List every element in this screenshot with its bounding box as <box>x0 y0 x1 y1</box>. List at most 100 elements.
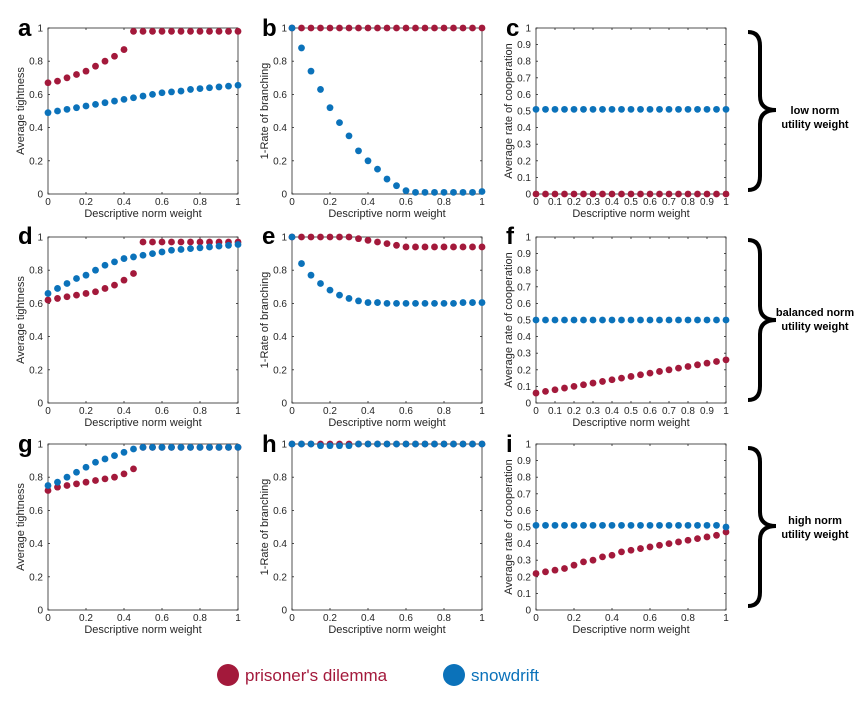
y-tick-label: 0 <box>37 190 43 201</box>
data-point-pd <box>412 24 419 32</box>
x-tick-label: 0.1 <box>548 406 562 417</box>
data-point-pd <box>646 369 654 377</box>
data-point-pd <box>44 487 52 494</box>
series-sd-d <box>44 241 242 297</box>
data-point-sd <box>196 85 204 92</box>
data-point-pd <box>326 233 334 241</box>
data-point-pd <box>82 67 90 75</box>
data-point-sd <box>393 182 400 190</box>
data-point-sd <box>298 44 305 52</box>
data-point-pd <box>637 190 644 198</box>
x-tick-label: 0 <box>533 613 539 624</box>
x-axis-label-g: Descriptive norm weight <box>84 624 201 636</box>
data-point-sd <box>317 442 324 450</box>
data-point-sd <box>120 448 128 456</box>
data-point-sd <box>345 295 353 302</box>
x-tick-label: 0.8 <box>193 406 207 417</box>
data-point-sd <box>54 478 61 486</box>
data-point-pd <box>307 233 315 241</box>
data-point-pd <box>694 361 701 369</box>
data-point-sd <box>599 105 606 113</box>
data-point-sd <box>82 102 90 110</box>
y-tick-label: 0.4 <box>273 539 287 550</box>
x-tick-label: 0.4 <box>117 406 131 417</box>
data-point-pd <box>551 566 559 574</box>
series-pd-c <box>532 190 730 198</box>
data-point-pd <box>54 295 61 302</box>
data-point-pd <box>111 281 118 289</box>
data-point-pd <box>63 74 71 82</box>
data-point-sd <box>551 105 559 113</box>
data-point-pd <box>580 558 587 566</box>
data-point-sd <box>225 443 232 451</box>
data-point-sd <box>326 286 334 294</box>
x-tick-label: 0.9 <box>700 197 714 208</box>
data-point-sd <box>402 440 410 448</box>
data-point-pd <box>374 24 381 32</box>
data-point-pd <box>561 565 568 572</box>
series-pd-b <box>288 24 486 32</box>
data-point-pd <box>234 27 242 35</box>
data-point-sd <box>168 88 175 96</box>
data-point-sd <box>580 105 587 113</box>
y-tick-label: 0.4 <box>273 332 287 343</box>
data-point-pd <box>345 233 353 241</box>
data-point-sd <box>608 316 616 324</box>
x-tick-label: 0.7 <box>662 406 676 417</box>
x-tick-label: 0.2 <box>567 613 581 624</box>
y-tick-label: 0.8 <box>29 266 43 277</box>
x-tick-label: 0.2 <box>323 406 337 417</box>
data-point-sd <box>139 443 147 451</box>
data-point-pd <box>111 473 118 481</box>
data-point-pd <box>92 477 99 484</box>
y-tick-label: 0.2 <box>273 572 287 583</box>
data-point-sd <box>288 233 296 241</box>
data-point-pd <box>139 238 147 246</box>
data-point-pd <box>722 528 730 536</box>
data-point-pd <box>478 243 486 251</box>
data-point-pd <box>111 52 118 60</box>
legend-label-pd: prisoner's dilemma <box>245 666 388 685</box>
data-point-pd <box>431 24 438 32</box>
data-point-pd <box>92 288 99 296</box>
data-point-sd <box>589 521 597 529</box>
data-point-sd <box>307 440 315 448</box>
x-tick-label: 0.8 <box>193 613 207 624</box>
data-point-pd <box>703 533 711 541</box>
row-label-3-line1: high norm <box>788 515 842 527</box>
data-point-sd <box>101 261 109 269</box>
data-point-pd <box>532 190 540 198</box>
x-tick-label: 0.2 <box>79 613 93 624</box>
legend-marker-pd <box>217 664 239 686</box>
data-point-sd <box>551 521 559 529</box>
data-point-pd <box>656 368 663 375</box>
data-point-sd <box>713 521 720 529</box>
data-point-sd <box>317 86 324 93</box>
data-point-sd <box>187 245 194 253</box>
axes-box-d <box>47 236 239 404</box>
y-tick-label: 0.6 <box>273 90 287 101</box>
data-point-pd <box>120 276 128 284</box>
x-tick-label: 0.8 <box>437 406 451 417</box>
y-tick-label: 0.2 <box>273 156 287 167</box>
data-point-sd <box>703 316 711 324</box>
x-tick-label: 0.8 <box>681 613 695 624</box>
data-point-pd <box>684 363 692 370</box>
data-point-sd <box>139 92 147 100</box>
data-point-sd <box>694 521 701 529</box>
data-point-sd <box>326 442 334 450</box>
x-tick-label: 0.5 <box>624 406 638 417</box>
data-point-pd <box>120 46 128 53</box>
data-point-sd <box>703 521 711 529</box>
data-point-sd <box>459 299 467 306</box>
data-point-sd <box>177 87 185 95</box>
data-point-pd <box>54 483 61 491</box>
x-tick-label: 0.4 <box>361 406 375 417</box>
data-point-sd <box>336 119 343 127</box>
x-tick-label: 1 <box>479 197 485 208</box>
y-tick-label: 0.8 <box>29 57 43 68</box>
data-point-sd <box>215 242 223 250</box>
x-tick-label: 1 <box>723 406 729 417</box>
data-point-sd <box>580 316 587 324</box>
data-point-sd <box>383 300 391 307</box>
